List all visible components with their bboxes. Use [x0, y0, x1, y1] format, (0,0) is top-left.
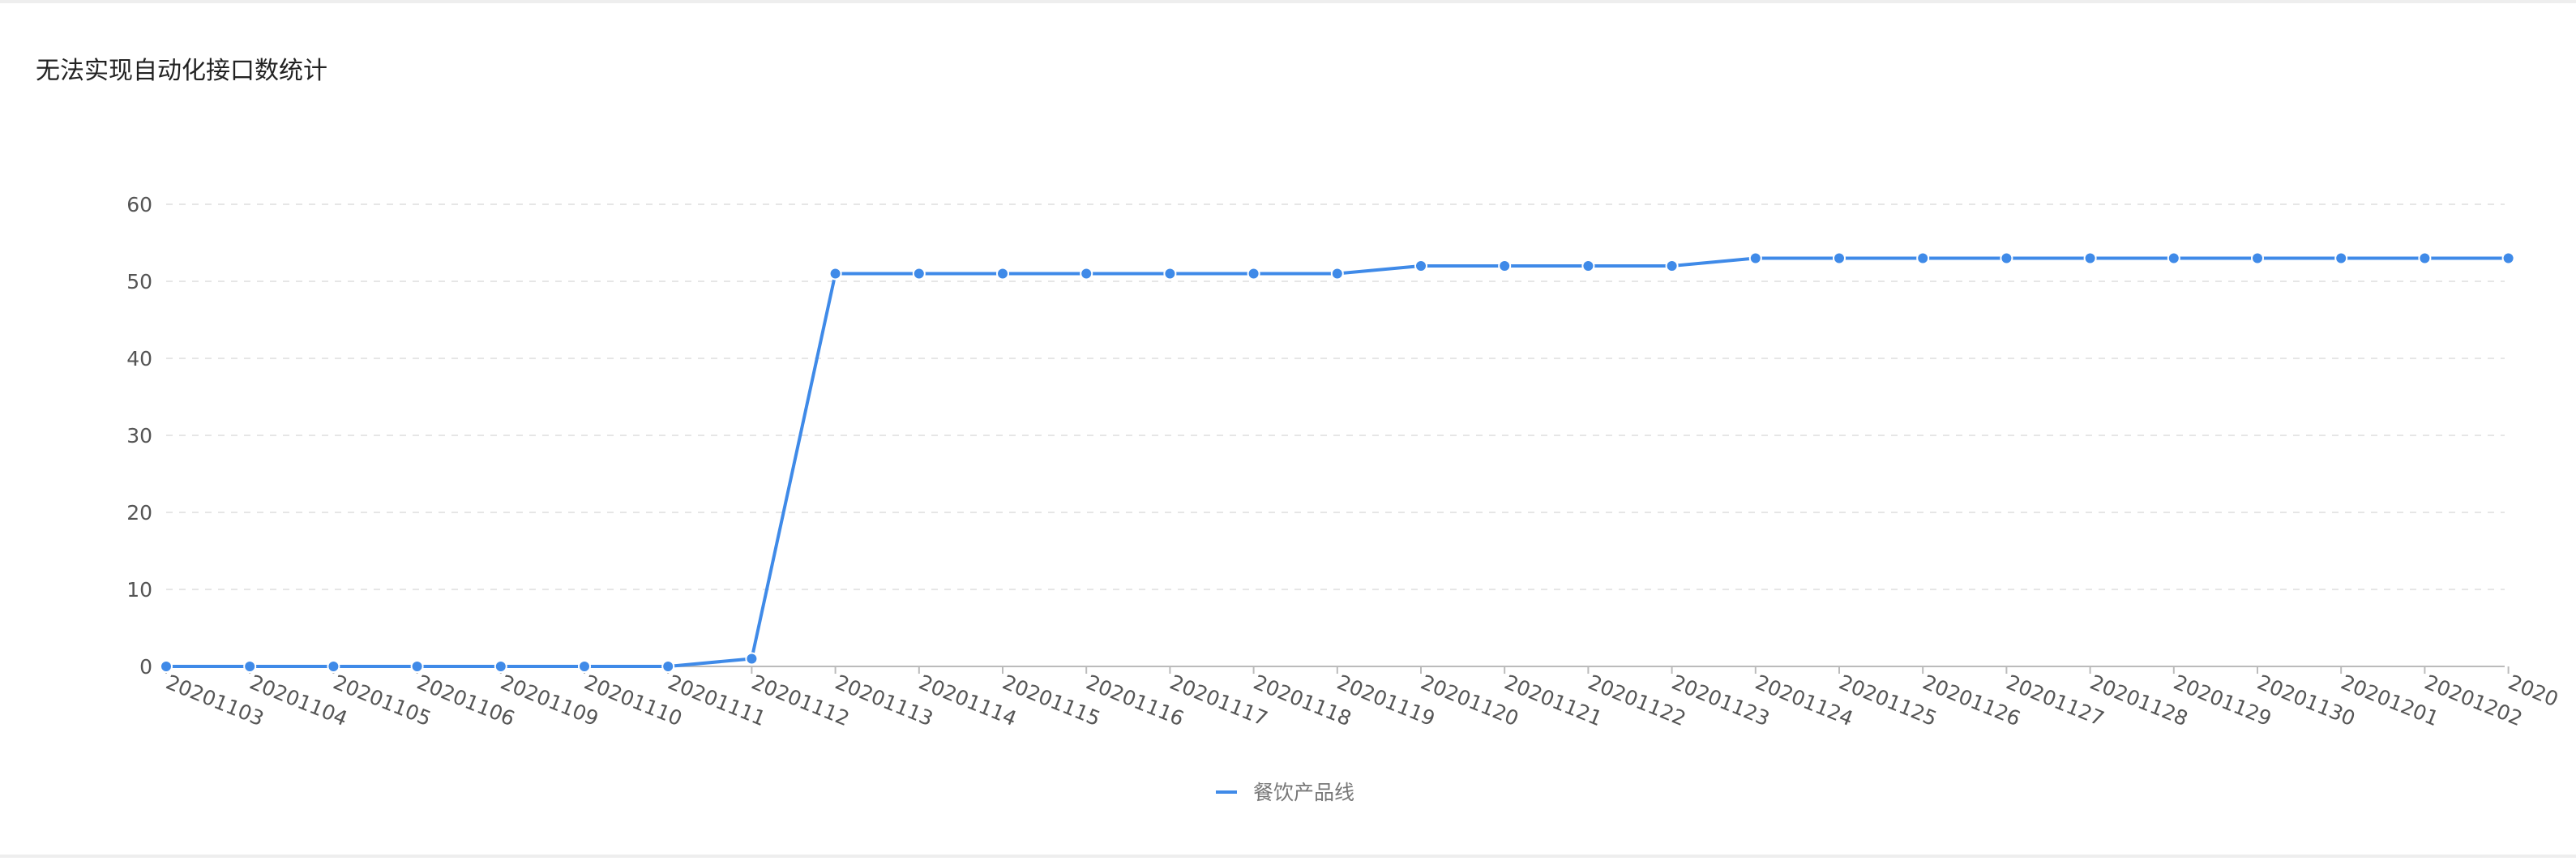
- data-point: [2083, 251, 2097, 265]
- data-point: [1581, 259, 1595, 272]
- y-tick-label: 40: [126, 347, 152, 371]
- data-point: [828, 267, 842, 281]
- data-point: [661, 660, 675, 673]
- data-point: [578, 660, 591, 673]
- data-point: [494, 660, 507, 673]
- data-point: [912, 267, 926, 281]
- data-point: [160, 660, 173, 673]
- data-point: [745, 652, 759, 666]
- data-point: [243, 660, 257, 673]
- chart-title: 无法实现自动化接口数统计: [36, 57, 327, 85]
- data-point: [2000, 251, 2013, 265]
- data-point: [1247, 267, 1260, 281]
- data-point: [1414, 259, 1427, 272]
- data-point: [327, 660, 340, 673]
- data-point: [1833, 251, 1846, 265]
- data-point: [996, 267, 1009, 281]
- data-point: [2167, 251, 2180, 265]
- data-point: [1163, 267, 1177, 281]
- y-tick-label: 20: [126, 501, 152, 525]
- data-point: [1498, 259, 1512, 272]
- y-tick-label: 30: [126, 424, 152, 448]
- y-tick-label: 60: [126, 193, 152, 216]
- data-point: [1080, 267, 1093, 281]
- data-point: [2334, 251, 2348, 265]
- data-point: [2418, 251, 2432, 265]
- data-point: [410, 660, 424, 673]
- line-chart: 0102030405060202011032020110420201105202…: [126, 193, 2561, 804]
- data-point: [2501, 251, 2515, 265]
- y-tick-label: 50: [126, 270, 152, 293]
- data-point: [1330, 267, 1344, 281]
- data-point: [1665, 259, 1679, 272]
- data-point: [1748, 251, 1762, 265]
- y-tick-label: 0: [139, 655, 152, 679]
- data-point: [1916, 251, 1930, 265]
- legend-label: 餐饮产品线: [1253, 781, 1354, 804]
- data-point: [2251, 251, 2264, 265]
- series-line: [166, 256, 2509, 668]
- y-tick-label: 10: [126, 578, 152, 602]
